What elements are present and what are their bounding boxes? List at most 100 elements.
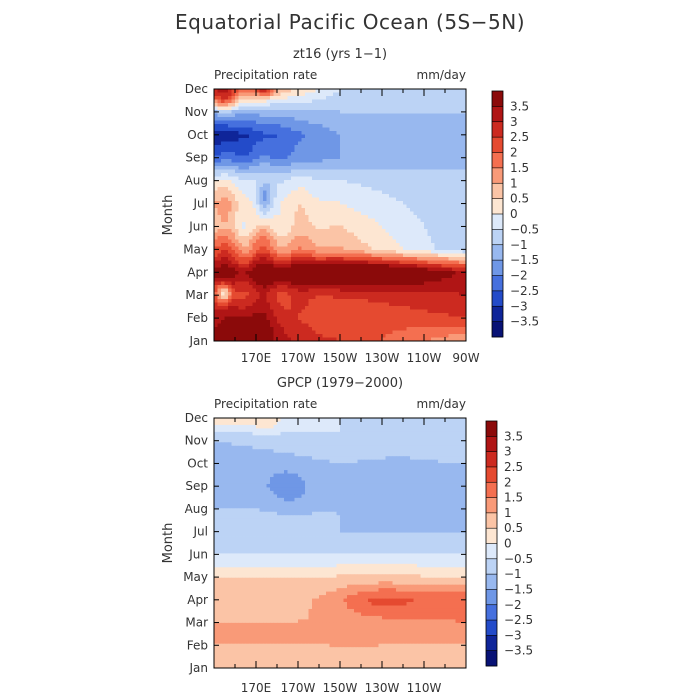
heatmap-cell	[322, 208, 327, 212]
heatmap-cell	[434, 103, 439, 107]
heatmap-cell	[333, 141, 337, 146]
heatmap-cell	[336, 103, 341, 107]
heatmap-cell	[396, 309, 400, 314]
heatmap-cell	[284, 197, 288, 202]
heatmap-cell	[445, 141, 449, 146]
heatmap-cell	[357, 166, 362, 170]
heatmap-cell	[375, 295, 379, 300]
panel-subtitle-left: Precipitation rate	[214, 68, 317, 82]
heatmap-cell	[424, 274, 428, 279]
heatmap-cell	[263, 309, 267, 314]
heatmap-cell	[291, 264, 295, 268]
heatmap-cell	[427, 131, 432, 135]
heatmap-cell	[301, 155, 306, 160]
heatmap-cell	[245, 264, 250, 268]
heatmap-cell	[221, 110, 225, 114]
heatmap-cell	[448, 243, 453, 247]
heatmap-cell	[438, 152, 442, 156]
heatmap-cell	[431, 117, 435, 121]
heatmap-cell	[350, 285, 355, 289]
heatmap-cell	[382, 106, 386, 111]
heatmap-cell	[298, 159, 302, 163]
heatmap-cell	[413, 316, 418, 321]
heatmap-cell	[214, 278, 218, 282]
heatmap-cell	[448, 183, 453, 188]
heatmap-cell	[396, 92, 400, 97]
heatmap-cell	[319, 295, 323, 300]
heatmap-cell	[322, 176, 327, 181]
heatmap-cell	[291, 134, 295, 139]
heatmap-cell	[438, 239, 442, 244]
heatmap-cell	[382, 92, 386, 97]
heatmap-cell	[396, 124, 400, 128]
heatmap-cell	[319, 288, 323, 293]
heatmap-cell	[224, 264, 229, 268]
heatmap-cell	[420, 292, 425, 296]
heatmap-cell	[214, 201, 218, 205]
heatmap-cell	[350, 250, 355, 254]
heatmap-cell	[343, 145, 348, 149]
heatmap-cell	[354, 323, 358, 328]
heatmap-cell	[438, 246, 442, 251]
heatmap-cell	[326, 236, 330, 240]
heatmap-cell	[452, 306, 456, 310]
heatmap-cell	[441, 131, 446, 135]
heatmap-cell	[448, 155, 453, 160]
heatmap-cell	[382, 218, 386, 223]
heatmap-cell	[375, 306, 379, 310]
heatmap-cell	[361, 145, 365, 149]
heatmap-cell	[308, 271, 313, 275]
heatmap-cell	[392, 183, 397, 188]
heatmap-cell	[242, 190, 246, 195]
heatmap-cell	[270, 211, 274, 216]
heatmap-cell	[389, 281, 393, 286]
heatmap-cell	[452, 99, 456, 104]
heatmap-cell	[315, 197, 320, 202]
heatmap-cell	[445, 194, 449, 198]
heatmap-cell	[462, 113, 467, 118]
heatmap-cell	[228, 103, 232, 107]
heatmap-cell	[396, 232, 400, 237]
heatmap-cell	[315, 292, 320, 296]
heatmap-cell	[249, 239, 253, 244]
heatmap-cell	[221, 292, 225, 296]
heatmap-cell	[424, 134, 428, 139]
heatmap-cell	[410, 194, 414, 198]
heatmap-cell	[242, 264, 246, 268]
heatmap-cell	[298, 243, 302, 247]
heatmap-cell	[263, 141, 267, 146]
heatmap-cell	[326, 194, 330, 198]
heatmap-cell	[452, 96, 456, 100]
heatmap-cell	[438, 155, 442, 160]
heatmap-cell	[270, 274, 274, 279]
heatmap-cell	[361, 117, 365, 121]
heatmap-cell	[364, 278, 369, 282]
heatmap-cell	[403, 309, 407, 314]
heatmap-cell	[371, 99, 376, 104]
heatmap-cell	[308, 260, 313, 265]
heatmap-cell	[354, 145, 358, 149]
heatmap-cell	[424, 173, 428, 177]
heatmap-cell	[259, 211, 264, 216]
heatmap-cell	[326, 103, 330, 107]
heatmap-cell	[375, 194, 379, 198]
heatmap-cell	[287, 190, 292, 195]
heatmap-cell	[385, 201, 390, 205]
heatmap-cell	[249, 201, 253, 205]
heatmap-cell	[357, 96, 362, 100]
heatmap-cell	[221, 250, 225, 254]
heatmap-cell	[329, 166, 334, 170]
heatmap-cell	[266, 155, 271, 160]
heatmap-cell	[347, 302, 351, 307]
heatmap-cell	[245, 169, 250, 174]
heatmap-cell	[280, 106, 285, 111]
heatmap-cell	[231, 320, 236, 324]
heatmap-cell	[214, 138, 218, 142]
heatmap-cell	[424, 127, 428, 132]
heatmap-cell	[403, 243, 407, 247]
heatmap-cell	[266, 229, 271, 233]
heatmap-cell	[319, 260, 323, 265]
heatmap-cell	[326, 131, 330, 135]
heatmap-cell	[319, 285, 323, 289]
heatmap-cell	[217, 99, 222, 104]
